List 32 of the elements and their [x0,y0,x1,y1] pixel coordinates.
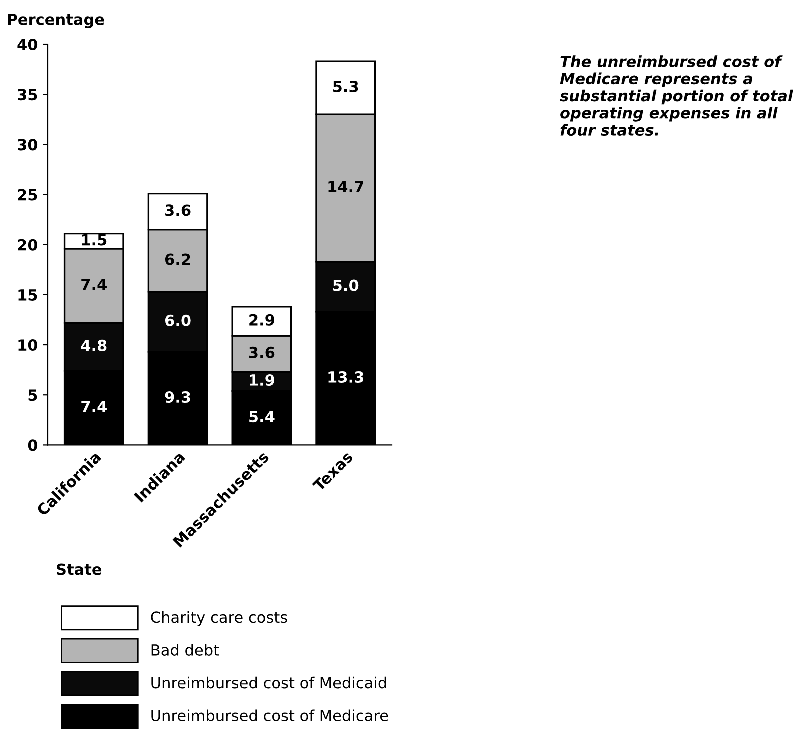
data-label: 1.9 [250,374,275,386]
y-axis-title: Percentage [8,14,104,28]
y-tick-label: 35 [18,89,38,101]
data-label: 3.6 [166,204,191,216]
y-tick-label: 5 [28,390,38,402]
data-label: 7.4 [82,279,107,290]
data-label: 3.6 [249,346,275,358]
data-label: 5.0 [334,280,359,292]
y-tick-label: 0 [28,440,38,452]
data-label: 14.7 [328,181,364,192]
y-tick-label: 40 [18,38,38,51]
data-label: 1.5 [82,234,107,246]
y-tick-label: 30 [18,139,38,151]
data-label: 5.4 [250,411,275,423]
y-tick-label: 15 [18,290,38,301]
data-label: 13.3 [328,371,364,384]
data-label: 5.3 [334,80,358,93]
legend-label: Unreimbursed cost of Medicare [152,710,388,722]
x-axis-title: State [57,564,102,576]
data-label: 7.4 [82,401,107,412]
legend-label: Charity care costs [151,611,288,626]
y-tick-label: 10 [18,339,38,352]
data-label: 2.9 [250,314,275,326]
legend-label: Bad debt [152,644,220,656]
y-tick-label: 20 [18,239,38,251]
legend-label: Unreimbursed cost of Medicaid [152,676,386,689]
data-label: 4.8 [81,340,107,352]
data-label: 9.3 [165,392,190,404]
data-label: 6.0 [165,314,191,326]
y-tick-label: 25 [18,189,38,201]
text: The unreimbursed cost of Medicare represents a substantial portion of total operating expenses in all four states. [560,56,794,136]
data-label: 6.2 [165,254,190,266]
